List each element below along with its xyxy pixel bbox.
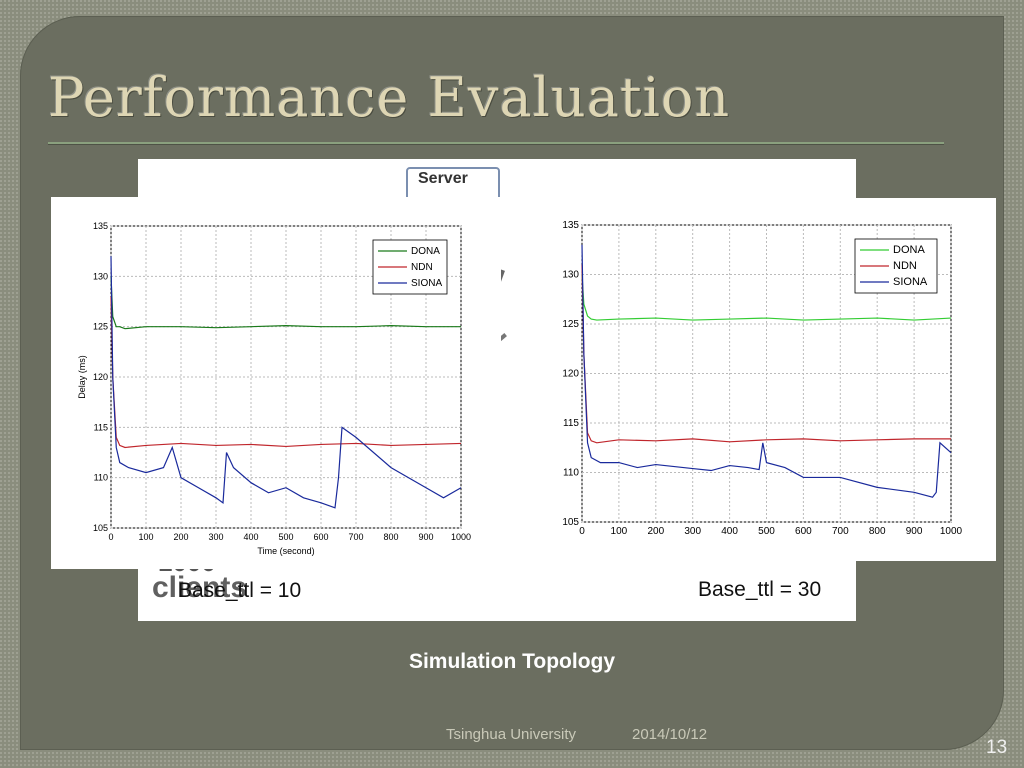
x-tick-label: 500 [278,532,293,542]
y-tick-label: 110 [563,468,579,479]
series-line-ndn [581,264,951,444]
x-tick-label: 900 [906,526,923,537]
x-tick-label: 200 [173,532,188,542]
legend-label-siona: SIONA [411,278,442,289]
x-tick-label: 400 [243,532,258,542]
y-axis-label: Delay (ms) [77,355,87,399]
y-tick-label: 120 [562,369,579,380]
legend-label-dona: DONA [411,246,440,257]
x-tick-label: 300 [684,526,701,537]
series-line-dona [581,274,952,321]
chart-left-svg: 0 100 200 300 400 500 600 700 800 900 1000 105 110 11… [77,221,471,556]
x-tick-label: 900 [418,532,433,542]
title-divider [48,142,944,145]
y-tick-label: 105 [93,523,108,533]
y-tick-label: 105 [562,517,579,528]
legend-label-siona: SIONA [893,276,928,288]
y-tick-label: 130 [93,271,108,281]
slide-title: Performance Evaluation [48,66,731,129]
topology-clients-label: clients [152,571,248,604]
base-ttl-30-label: Base_ttl = 30 [698,578,822,601]
base-ttl-10-label: Base_ttl = 10 [178,579,302,602]
footer-date: 2014/10/12 [632,726,708,743]
legend-label-ndn: NDN [411,262,433,273]
series-line-ndn [110,296,462,449]
x-tick-label: 800 [869,526,886,537]
y-tick-label: 135 [562,220,579,231]
legend-label-dona: DONA [893,244,925,256]
x-tick-label: 500 [758,526,775,537]
x-tick-label: 600 [313,532,328,542]
x-tick-label: 1000 [940,526,963,537]
x-tick-label: 800 [383,532,398,542]
series-line-siona [110,256,462,509]
x-axis-label: Time (second) [257,546,314,556]
chart-right-svg: 0 100 200 300 400 500 600 700 800 900 1000 105 110 11… [562,220,963,537]
chart-right: 0 100 200 300 400 500 600 700 800 900 1000 105 110 11… [538,198,996,561]
chart-left: 0 100 200 300 400 500 600 700 800 900 1000 105 110 11… [51,197,501,569]
y-tick-label: 110 [94,473,108,483]
y-tick-label: 125 [93,322,108,332]
topology-server-label: Server [418,170,468,187]
y-tick-label: 115 [94,422,108,432]
x-tick-label: 200 [647,526,664,537]
legend-label-ndn: NDN [893,260,917,272]
series-line-siona [581,244,952,498]
x-tick-label: 400 [721,526,738,537]
y-tick-label: 130 [562,270,579,281]
footer-organization: Tsinghua University [446,726,577,743]
x-tick-label: 100 [138,532,153,542]
y-tick-label: 135 [93,221,108,231]
x-tick-label: 0 [579,526,585,537]
series-line-dona [110,276,461,330]
x-tick-label: 600 [795,526,812,537]
y-tick-label: 125 [562,319,579,330]
x-tick-label: 0 [108,532,113,542]
x-tick-label: 700 [348,532,363,542]
y-tick-label: 120 [93,372,108,382]
x-tick-label: 100 [611,526,628,537]
page-number: 13 [986,737,1008,758]
x-tick-label: 300 [208,532,223,542]
x-tick-label: 1000 [451,532,471,542]
x-tick-label: 700 [832,526,849,537]
y-tick-label: 115 [563,418,579,429]
figure-caption: Simulation Topology [408,650,616,673]
